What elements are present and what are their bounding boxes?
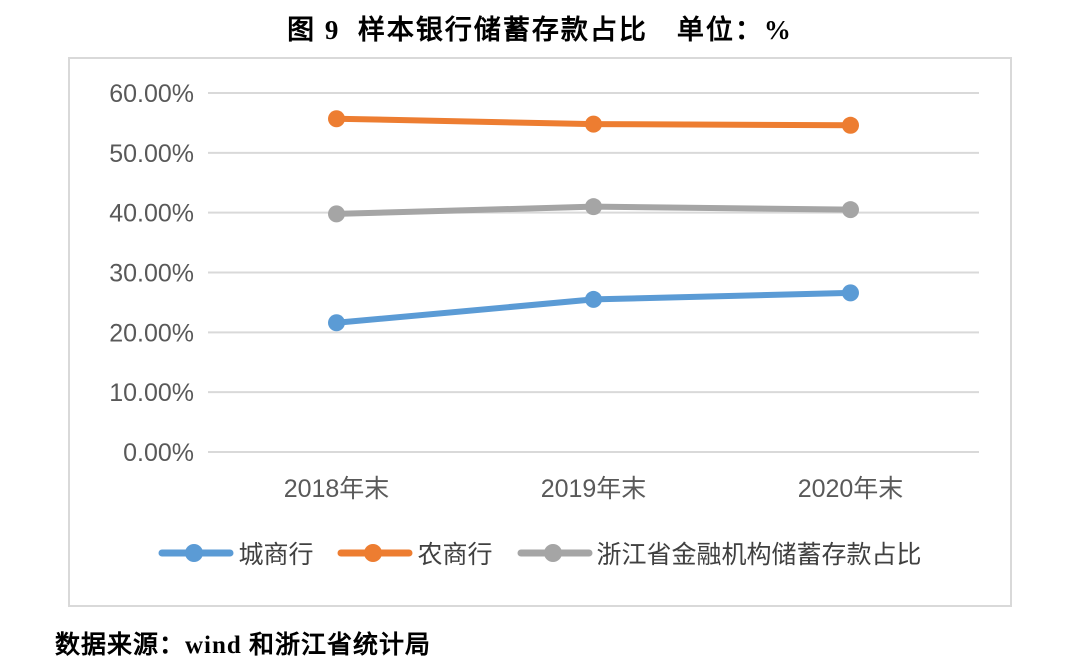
legend-line-marker-icon bbox=[337, 543, 413, 563]
legend-label: 城商行 bbox=[238, 542, 314, 569]
legend-item-zhejiang-institutions: 浙江省金融机构储蓄存款占比 bbox=[517, 535, 922, 571]
legend-line-marker-icon bbox=[517, 543, 593, 563]
y-axis-tick-label: 60.00% bbox=[109, 80, 194, 108]
y-axis-tick-label: 30.00% bbox=[109, 260, 194, 288]
data-source-note: 数据来源：wind 和浙江省统计局 bbox=[55, 632, 432, 659]
y-axis-tick-label: 20.00% bbox=[109, 319, 194, 347]
legend-item-rural-banks: 农商行 bbox=[337, 535, 493, 571]
data-point-marker bbox=[585, 115, 602, 133]
data-point-marker bbox=[328, 314, 345, 332]
chart-title: 图 9 样本银行储蓄存款占比 单位：% bbox=[287, 15, 793, 45]
chart-frame: 0.00% 10.00% 20.00% 30.00% 40.00% 50.00% 60.00… bbox=[68, 57, 1012, 607]
x-axis-tick-label: 2018年末 bbox=[284, 475, 390, 503]
y-axis-tick-label: 40.00% bbox=[109, 200, 194, 228]
x-axis-tick-label: 2019年末 bbox=[541, 475, 647, 503]
data-point-marker bbox=[328, 110, 345, 128]
data-point-marker bbox=[842, 116, 859, 134]
chart-legend: 城商行 农商行 浙江省金融机构储蓄存款占比 bbox=[70, 535, 1010, 571]
legend-label: 浙江省金融机构储蓄存款占比 bbox=[596, 542, 922, 569]
legend-label: 农商行 bbox=[417, 542, 493, 569]
y-axis-tick-label: 50.00% bbox=[109, 140, 194, 168]
data-point-marker bbox=[328, 205, 345, 223]
y-axis-tick-label: 10.00% bbox=[109, 379, 194, 407]
data-point-marker bbox=[585, 198, 602, 216]
data-point-marker bbox=[842, 284, 859, 302]
legend-line-marker-icon bbox=[158, 543, 234, 563]
y-axis-tick-label: 0.00% bbox=[123, 439, 194, 467]
legend-item-city-banks: 城商行 bbox=[158, 535, 313, 571]
line-chart: 0.00% 10.00% 20.00% 30.00% 40.00% 50.00% 60.00… bbox=[109, 80, 979, 503]
data-point-marker bbox=[585, 290, 602, 308]
x-axis-tick-label: 2020年末 bbox=[798, 475, 904, 503]
data-point-marker bbox=[842, 201, 859, 219]
